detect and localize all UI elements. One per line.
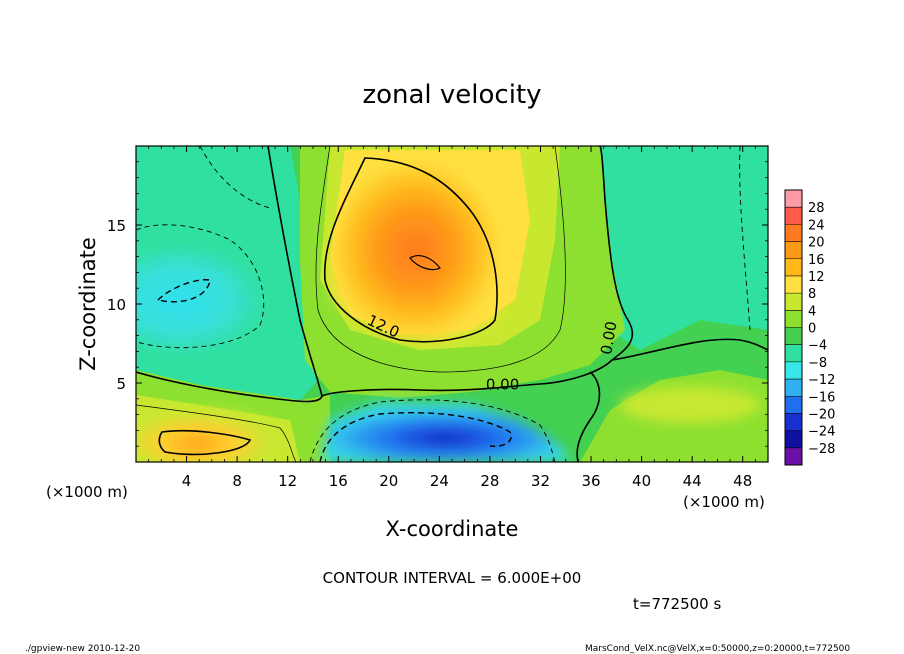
colorbar-label: 12 bbox=[808, 270, 825, 285]
colorbar-segment bbox=[785, 310, 802, 328]
colorbar-segment bbox=[785, 396, 802, 414]
x-axis-ticks: 4 8 12 16 20 24 28 32 36 40 44 48 bbox=[148, 146, 756, 490]
colorbar-label: 20 bbox=[808, 236, 825, 251]
colorbar-segment bbox=[785, 413, 802, 432]
upper-left-cyan-cell bbox=[136, 245, 265, 355]
contour-6-lower bbox=[136, 404, 297, 462]
colorbar-label: −16 bbox=[808, 390, 835, 405]
contour-neg6-right bbox=[739, 146, 751, 331]
contour-neg6-left bbox=[136, 224, 265, 349]
colorbar-segment bbox=[785, 207, 802, 225]
colorbar-label: −24 bbox=[808, 425, 835, 440]
colorbar-segment bbox=[785, 447, 802, 466]
colorbar-label: 4 bbox=[808, 304, 816, 319]
colorbar-segment bbox=[785, 379, 802, 397]
colorbar-label: −4 bbox=[808, 339, 827, 354]
colorbar-segment bbox=[785, 190, 802, 208]
x-axis-label: X-coordinate bbox=[386, 517, 519, 541]
colorbar-label: −20 bbox=[808, 407, 835, 422]
footer-right: MarsCond_VelX.nc@VelX,x=0:50000,z=0:2000… bbox=[585, 644, 850, 654]
colorbar-label: −12 bbox=[808, 373, 835, 388]
negative-low-level-core bbox=[320, 402, 570, 462]
contour-label: 0.00 bbox=[597, 320, 621, 356]
x-tick-label: 16 bbox=[329, 472, 348, 490]
colorbar-segment bbox=[785, 224, 802, 243]
y-axis-label: Z-coordinate bbox=[76, 237, 100, 371]
lower-left-positive-cell bbox=[136, 410, 280, 462]
contour-18 bbox=[409, 255, 441, 271]
y-unit-label: (×1000 m) bbox=[46, 483, 128, 501]
y-tick-label: 5 bbox=[116, 375, 126, 393]
chart-title: zonal velocity bbox=[362, 80, 541, 110]
colorbar-segment bbox=[785, 275, 802, 294]
colorbar-label: −8 bbox=[808, 356, 827, 371]
colorbar: 28 24 20 16 12 8 4 0 −4 −8 −12 −16 −20 −24 −28 bbox=[784, 189, 835, 466]
colorbar-label: 24 bbox=[808, 218, 825, 233]
colorbar-segment bbox=[785, 293, 802, 311]
x-tick-label: 24 bbox=[430, 472, 449, 490]
colorbar-segment bbox=[785, 258, 802, 277]
contour-label: 0.00 bbox=[486, 375, 519, 393]
contour-zero-lower bbox=[576, 371, 601, 462]
contour-12-lower bbox=[158, 429, 252, 456]
x-tick-label: 32 bbox=[531, 472, 550, 490]
contour-neg6-lower bbox=[309, 399, 556, 462]
contour-6 bbox=[315, 146, 566, 373]
x-tick-label: 20 bbox=[379, 472, 398, 490]
contour-lines bbox=[136, 146, 768, 462]
colorbar-label: 0 bbox=[808, 322, 816, 337]
contour-neg6-top bbox=[199, 146, 271, 209]
footer-left: ./gpview-new 2010-12-20 bbox=[25, 644, 140, 654]
colorbar-segment bbox=[785, 430, 802, 449]
colorbar-label: −28 bbox=[808, 442, 835, 457]
colorbar-label: 16 bbox=[808, 253, 825, 268]
x-tick-label: 44 bbox=[683, 472, 702, 490]
jet-core bbox=[330, 160, 500, 340]
x-tick-label: 28 bbox=[480, 472, 499, 490]
contour-interval-text: CONTOUR INTERVAL = 6.000E+00 bbox=[323, 569, 582, 587]
y-tick-label: 10 bbox=[107, 296, 126, 314]
colorbar-segment bbox=[785, 241, 802, 260]
time-text: t=772500 s bbox=[633, 595, 721, 613]
colorbar-segment bbox=[785, 327, 802, 346]
colorbar-label: 8 bbox=[808, 287, 816, 302]
contour-zero-right bbox=[611, 338, 768, 361]
field-cyan-green-right bbox=[600, 146, 768, 350]
y-tick-label: 15 bbox=[107, 217, 126, 235]
x-tick-label: 12 bbox=[278, 472, 297, 490]
x-tick-label: 40 bbox=[632, 472, 651, 490]
lower-right-yellow-green bbox=[620, 387, 760, 423]
x-tick-label: 36 bbox=[581, 472, 600, 490]
contour-zero-main bbox=[267, 146, 634, 398]
colorbar-label: 28 bbox=[808, 201, 825, 216]
heatmap-field bbox=[136, 146, 768, 462]
x-tick-label: 4 bbox=[182, 472, 192, 490]
colorbar-segment bbox=[785, 361, 802, 380]
x-tick-label: 48 bbox=[733, 472, 752, 490]
contour-12 bbox=[323, 157, 498, 343]
x-unit-label: (×1000 m) bbox=[683, 493, 765, 511]
x-tick-label: 8 bbox=[232, 472, 242, 490]
colorbar-segment bbox=[785, 344, 802, 363]
contour-neg12-lower bbox=[319, 412, 512, 462]
contour-zero-left bbox=[136, 371, 323, 403]
y-axis-ticks: 5 10 15 bbox=[107, 161, 768, 447]
